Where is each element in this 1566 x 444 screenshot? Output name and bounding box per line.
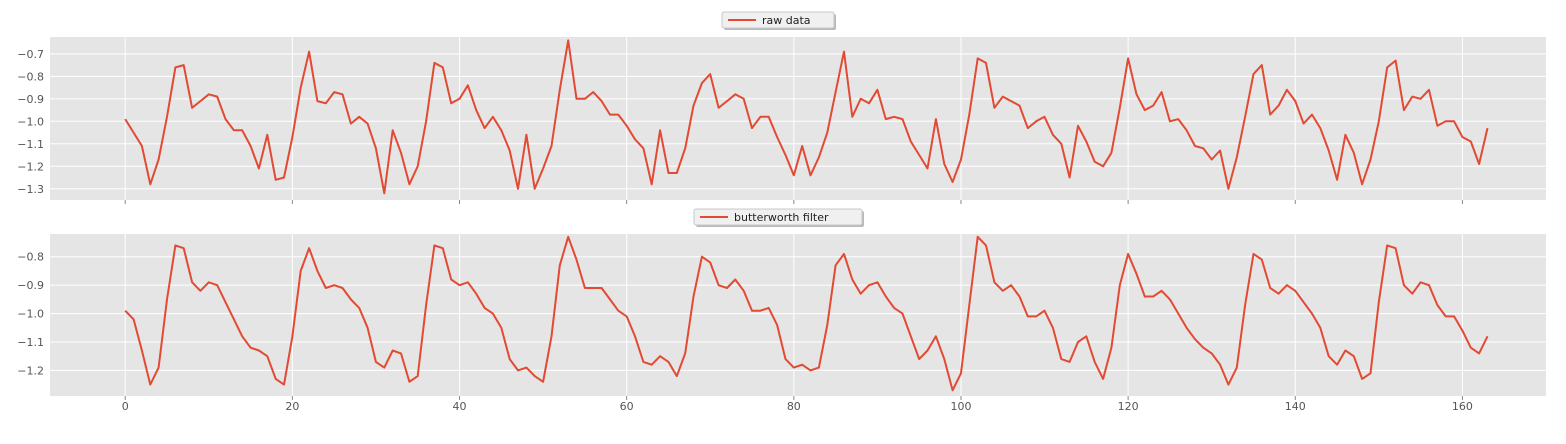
y-tick-label: −1.1 [17, 138, 44, 151]
x-tick-label: 140 [1285, 400, 1306, 413]
y-tick-label: −0.9 [17, 93, 44, 106]
legend-box [693, 208, 863, 226]
legend-label: raw data [762, 14, 811, 27]
legend-label: butterworth filter [734, 211, 829, 224]
y-tick-label: −0.7 [17, 48, 44, 61]
y-tick-label: −1.0 [17, 308, 44, 321]
series-line-1 [124, 235, 1489, 392]
x-tick-label: 160 [1452, 400, 1473, 413]
y-tick-label: −1.0 [17, 115, 44, 128]
x-tick-label: 0 [122, 400, 129, 413]
legend-box [721, 11, 835, 29]
y-tick-label: −1.2 [17, 364, 44, 377]
plot-area [50, 37, 1546, 200]
x-tick-label: 120 [1118, 400, 1139, 413]
y-tick-label: −1.2 [17, 160, 44, 173]
x-tick-label: 80 [787, 400, 801, 413]
y-tick-label: −0.8 [17, 70, 44, 83]
x-tick-label: 20 [285, 400, 299, 413]
y-tick-label: −0.9 [17, 279, 44, 292]
x-tick-label: 60 [620, 400, 634, 413]
legend: raw data [721, 11, 836, 30]
legend: butterworth filter [693, 208, 864, 227]
x-tick-label: 100 [950, 400, 971, 413]
y-tick-label: −0.8 [17, 251, 44, 264]
series-line-1 [124, 39, 1489, 195]
x-tick-label: 40 [453, 400, 467, 413]
plot-area [50, 234, 1546, 396]
y-tick-label: −1.3 [17, 183, 44, 196]
subplot-2: −0.8 −0.9 −1.0 −1.1 −1.2 0 20 40 60 80 100 120 140 16… [17, 208, 1546, 413]
subplot-1: −0.7 −0.8 −0.9 −1.0 −1.1 −1.2 −1.3 raw data [17, 11, 1546, 204]
y-tick-label: −1.1 [17, 336, 44, 349]
